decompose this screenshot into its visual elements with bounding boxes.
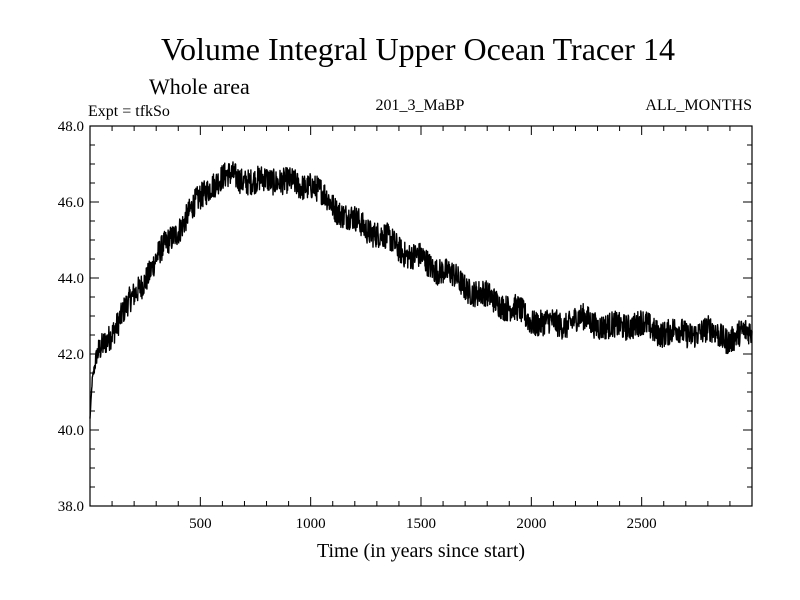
y-tick-label: 48.0 [58,119,84,135]
period-label: ALL_MONTHS [645,97,752,114]
y-tick-label: 44.0 [58,271,84,287]
y-tick-label: 38.0 [58,499,84,515]
series-line [89,161,753,419]
x-tick-label: 1000 [296,516,326,532]
chart-subtitle: Whole area [149,74,250,99]
y-tick-label: 42.0 [58,347,84,363]
x-tick-label: 500 [189,516,212,532]
experiment-label: Expt = tfkSo [88,103,170,120]
chart-title: Volume Integral Upper Ocean Tracer 14 [161,31,675,67]
plot-frame [89,125,753,507]
x-axis-label: Time (in years since start) [317,540,525,562]
x-axis-ticks: 500 1000 1500 2000 2500 [111,126,731,532]
x-tick-label: 1500 [406,516,436,532]
series-group [89,161,753,419]
y-tick-label: 46.0 [58,195,84,211]
x-tick-label: 2000 [516,516,546,532]
run-label: 201_3_MaBP [376,97,465,114]
x-tick-label: 2500 [627,516,657,532]
y-tick-label: 40.0 [58,423,84,439]
y-axis-ticks: 38.0 40.0 42.0 44.0 46.0 48.0 [58,119,752,515]
